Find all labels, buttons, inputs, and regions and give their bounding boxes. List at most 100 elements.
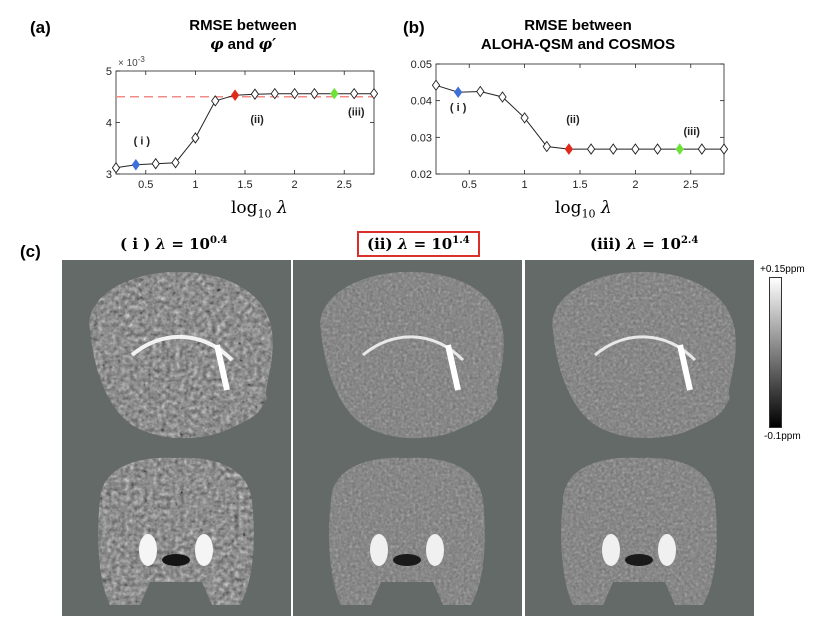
label-prefix: ( i ) — [120, 235, 156, 253]
y-tick-label: 4 — [106, 118, 112, 130]
lambda-symbol: λ — [626, 235, 638, 253]
xlabel-sub: 10 — [257, 207, 272, 221]
brain-sagittal-coronal-ii — [320, 271, 504, 605]
panel-c-letter: (c) — [20, 242, 41, 261]
chart-a-xlabel: log10 λ — [231, 198, 288, 220]
highlight-label: (iii) — [683, 126, 700, 138]
data-marker — [609, 143, 618, 155]
chart-b-title-line2: ALOHA-QSM and COSMOS — [480, 36, 676, 53]
label-prefix: (iii) — [590, 235, 627, 253]
xlabel-log: log — [231, 198, 258, 218]
chart-a-title-line1: RMSE between — [189, 17, 297, 34]
y-tick-label: 0.02 — [411, 169, 432, 181]
y-tick-label: 5 — [106, 66, 112, 78]
label-eq: = 10 — [637, 235, 681, 253]
brain-sagittal-coronal-i — [89, 271, 273, 605]
qsm-image-iii — [525, 260, 754, 616]
data-marker — [520, 112, 529, 124]
lambda-symbol: λ — [397, 235, 409, 253]
highlight-marker — [131, 158, 141, 171]
label-eq: = 10 — [408, 235, 453, 253]
data-marker — [349, 87, 359, 100]
xlabel-log: log — [555, 198, 582, 218]
x-tick-label: 2.5 — [683, 179, 698, 191]
label-exp: 2.4 — [680, 235, 699, 246]
data-marker — [542, 140, 551, 153]
data-marker — [171, 156, 180, 169]
y-exponent-power: -3 — [138, 55, 146, 64]
data-marker — [270, 87, 279, 100]
x-tick-label: 0.5 — [138, 179, 153, 191]
panel-a-letter: (a) — [30, 18, 51, 37]
phi-symbol: φ — [209, 35, 224, 53]
x-tick-label: 2.5 — [337, 179, 352, 191]
image-label-ii: (ii) λ = 101.4 — [357, 231, 480, 257]
data-marker — [111, 162, 121, 174]
image-label-i: ( i ) λ = 100.4 — [120, 235, 227, 253]
highlight-label: (iii) — [348, 107, 365, 119]
colorbar-max-label: +0.15ppm — [760, 264, 805, 275]
label-prefix: (ii) — [367, 235, 398, 253]
chart-a-title: RMSE between φ and φ′ — [178, 16, 308, 54]
y-tick-label: 0.04 — [411, 96, 432, 108]
highlight-label: (ii) — [250, 114, 264, 126]
highlight-marker — [675, 143, 684, 155]
data-marker — [250, 88, 260, 100]
label-eq: = 10 — [166, 235, 210, 253]
highlight-label: ( i ) — [134, 136, 151, 148]
label-exp: 0.4 — [209, 235, 228, 246]
x-tick-label: 2 — [632, 179, 638, 191]
data-marker — [653, 143, 662, 155]
brain-sagittal-coronal-iii — [552, 271, 736, 605]
colorbar-min-label: -0.1ppm — [764, 431, 801, 442]
y-tick-label: 3 — [106, 169, 112, 181]
data-marker — [191, 132, 200, 144]
highlight-label: ( i ) — [450, 102, 467, 114]
x-tick-label: 0.5 — [462, 179, 477, 191]
highlight-marker — [453, 86, 463, 99]
data-marker — [151, 157, 160, 170]
highlight-marker — [230, 89, 240, 101]
colorbar — [769, 277, 782, 428]
x-tick-label: 1 — [192, 179, 198, 191]
highlight-marker — [330, 87, 339, 100]
data-marker — [719, 143, 729, 155]
data-marker — [476, 85, 485, 98]
y-tick-label: 0.03 — [411, 132, 432, 144]
xlabel-sub: 10 — [581, 207, 596, 221]
data-marker — [310, 87, 319, 100]
y-tick-label: 0.05 — [411, 59, 432, 71]
qsm-image-i — [62, 260, 291, 616]
label-exp: 1.4 — [452, 235, 470, 246]
data-marker — [369, 87, 379, 100]
x-tick-label: 1.5 — [237, 179, 252, 191]
data-marker — [631, 143, 640, 155]
image-label-iii: (iii) λ = 102.4 — [590, 235, 698, 253]
data-marker — [697, 143, 707, 155]
x-tick-label: 2 — [292, 179, 298, 191]
data-marker — [431, 79, 441, 92]
data-marker — [586, 143, 596, 155]
data-marker — [498, 91, 507, 103]
phi-prime-symbol: φ′ — [258, 35, 277, 53]
qsm-image-ii — [293, 260, 522, 616]
plot-frame — [115, 70, 375, 175]
data-marker — [290, 87, 299, 100]
lambda-symbol: λ — [155, 235, 167, 253]
data-marker — [211, 95, 220, 107]
xlabel-lambda: λ — [276, 198, 288, 218]
x-tick-label: 1.5 — [572, 179, 587, 191]
plot-frame — [435, 63, 725, 175]
highlight-label: (ii) — [566, 114, 580, 126]
highlight-marker — [564, 143, 574, 155]
xlabel-lambda: λ — [600, 198, 612, 218]
chart-b-xlabel: log10 λ — [555, 198, 612, 220]
x-tick-label: 1 — [522, 179, 528, 191]
title-and: and — [223, 36, 259, 53]
chart-b-title: RMSE between ALOHA-QSM and COSMOS — [478, 16, 678, 54]
panel-b-letter: (b) — [403, 18, 425, 37]
chart-b: 0.5 1 1.5 2 2.5 0.02 0.03 0.04 0.05 ( i ) (ii) (iii… — [411, 59, 729, 191]
chart-b-title-line1: RMSE between — [524, 17, 632, 34]
chart-a-title-line2: φ and φ′ — [178, 35, 308, 54]
